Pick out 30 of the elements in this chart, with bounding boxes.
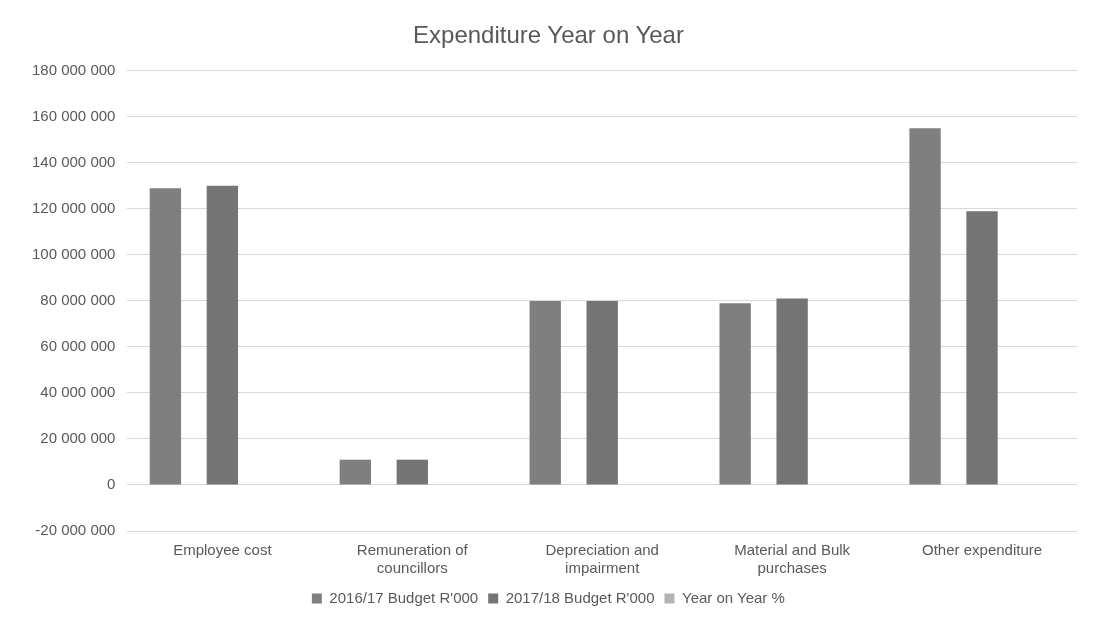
x-tick-label: Other expenditure	[922, 541, 1043, 559]
y-tick-label: -20 000 000	[35, 521, 116, 539]
legend-label: 2017/18 Budget R'000	[505, 588, 655, 606]
bar	[396, 459, 428, 485]
y-tick-label: 40 000 000	[40, 383, 116, 401]
y-tick-label: 160 000 000	[31, 106, 116, 124]
bar	[719, 303, 751, 485]
chart-title: Expenditure Year on Year	[413, 21, 684, 49]
bar	[909, 128, 941, 485]
bar	[206, 185, 239, 485]
bar	[339, 459, 371, 485]
bar	[149, 188, 182, 485]
y-tick-label: 100 000 000	[31, 245, 116, 263]
bar	[966, 211, 998, 485]
y-tick-label: 120 000 000	[31, 199, 116, 216]
bar	[776, 298, 808, 485]
x-tick-label: Employee cost	[173, 541, 273, 559]
bar	[586, 300, 618, 485]
x-tick-label: Depreciation and impairment	[545, 541, 659, 577]
bar	[529, 300, 561, 485]
x-tick-label: Material and Bulk purchases	[734, 541, 851, 577]
y-tick-label: 80 000 000	[40, 291, 116, 309]
y-tick-label: 60 000 000	[40, 337, 116, 355]
legend-label: 2016/17 Budget R'000	[329, 588, 479, 606]
x-tick-label: Remuneration of councillors	[356, 541, 469, 577]
y-tick-label: 180 000 000	[31, 60, 116, 78]
legend-label: Year on Year %	[682, 588, 785, 606]
y-tick-label: 140 000 000	[31, 152, 116, 170]
y-tick-label: 0	[107, 475, 116, 493]
y-tick-label: 20 000 000	[40, 429, 116, 447]
